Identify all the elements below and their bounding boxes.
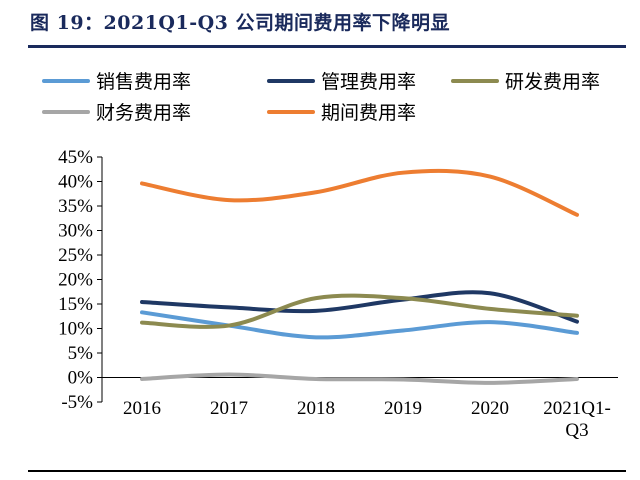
legend-label: 管理费用率 <box>321 71 416 93</box>
series-line-3 <box>140 293 579 329</box>
y-tick-label: 20% <box>58 270 93 291</box>
y-tick-label: 15% <box>58 294 93 315</box>
x-tick-label-line: 2018 <box>297 398 335 419</box>
x-tick-label-line: 2019 <box>384 398 422 419</box>
x-tick-label-line: 2021Q1- <box>543 398 611 419</box>
legend-item-5: 期间费用率 <box>267 102 416 124</box>
x-tick-label-line: 2016 <box>123 398 161 419</box>
series-line-2 <box>140 290 579 324</box>
y-tick-label: 35% <box>58 196 93 217</box>
legend-item-2: 管理费用率 <box>267 71 416 93</box>
x-tick-label: 2017 <box>210 398 248 419</box>
y-axis: -5% 0% 5% 10% 15% 20% 25% 30% 35% 40% 45% <box>58 147 103 413</box>
y-tick-label: 5% <box>68 343 94 364</box>
x-axis: 2016 2017 2018 2019 2020 2021Q1-Q3 <box>102 377 618 441</box>
x-tick-label: 2020 <box>471 398 509 419</box>
series-line-4 <box>140 372 579 385</box>
y-tick-label: 40% <box>58 172 93 193</box>
legend-label: 财务费用率 <box>96 102 191 124</box>
legend-label: 销售费用率 <box>96 71 191 93</box>
title-underline <box>28 45 626 48</box>
figure-title: 图 19：2021Q1-Q3 公司期间费用率下降明显 <box>30 12 450 34</box>
series-lines <box>140 168 579 385</box>
legend-item-1: 销售费用率 <box>42 71 191 93</box>
legend-label: 研发费用率 <box>505 71 600 93</box>
legend-item-4: 财务费用率 <box>42 102 191 124</box>
y-tick-label: 0% <box>68 368 94 389</box>
x-tick-label: 2019 <box>384 398 422 419</box>
series-line-5 <box>140 168 579 217</box>
series-line-1 <box>140 310 579 340</box>
x-tick-label: 2018 <box>297 398 335 419</box>
x-tick-label-line: 2020 <box>471 398 509 419</box>
y-tick-label: 45% <box>58 147 93 168</box>
y-tick-label: 10% <box>58 319 93 340</box>
x-tick-label-line: Q3 <box>565 420 588 441</box>
x-tick-label: 2021Q1-Q3 <box>543 398 611 441</box>
y-tick-label: 30% <box>58 221 93 242</box>
y-tick-label: -5% <box>61 392 93 413</box>
x-tick-label-line: 2017 <box>210 398 248 419</box>
x-tick-label: 2016 <box>123 398 161 419</box>
y-tick-label: 25% <box>58 245 93 266</box>
legend-label: 期间费用率 <box>321 102 416 124</box>
bottom-rule <box>28 470 626 472</box>
legend-item-3: 研发费用率 <box>451 71 600 93</box>
